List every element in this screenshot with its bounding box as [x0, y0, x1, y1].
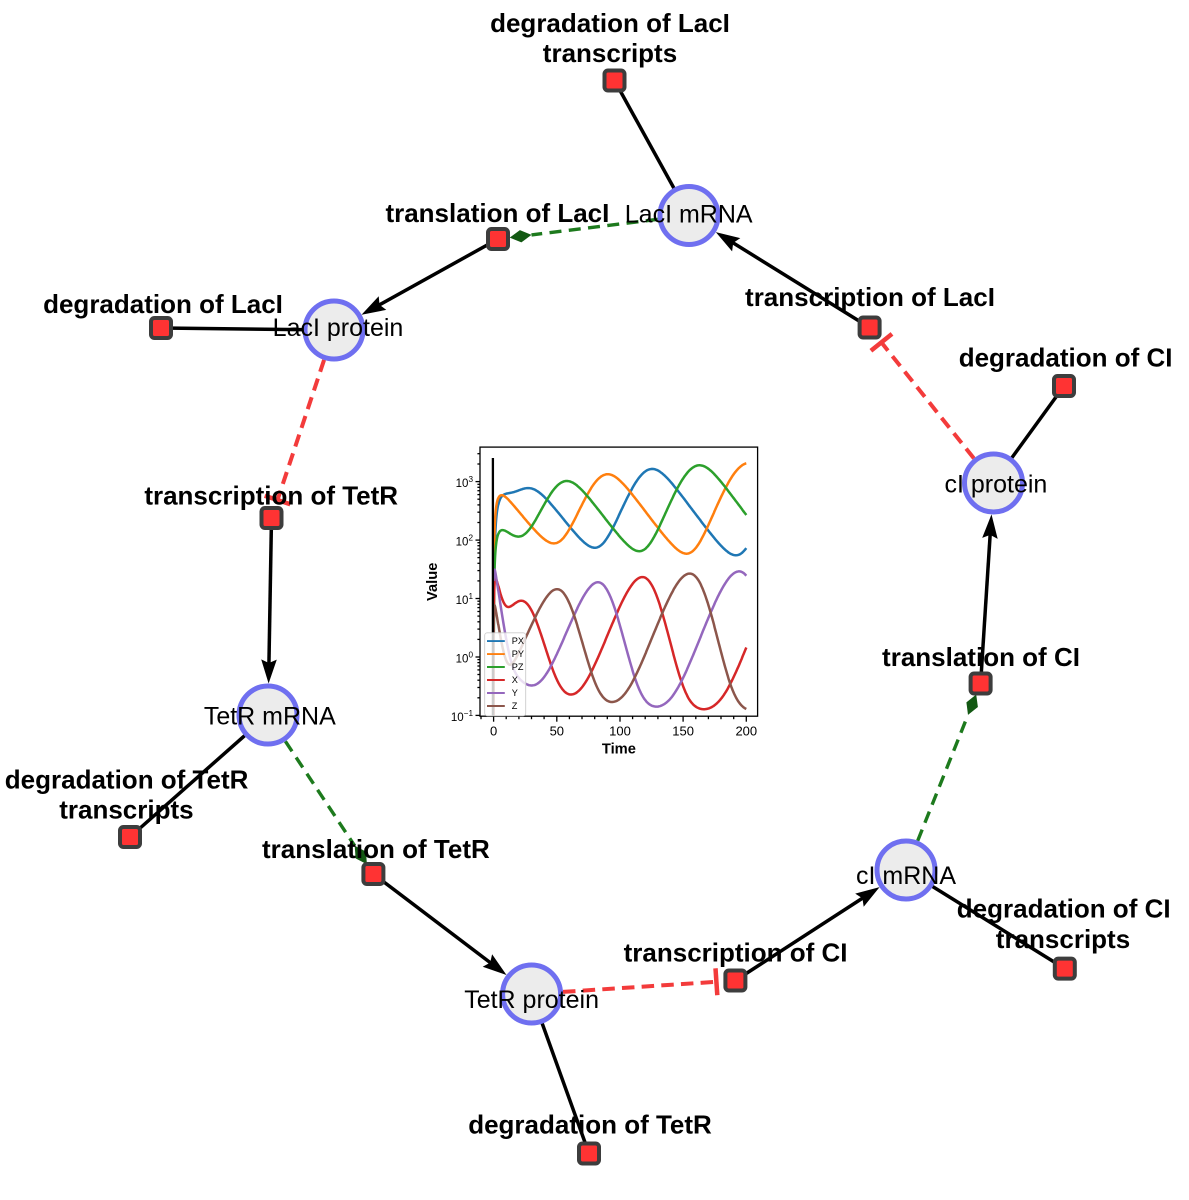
svg-text:translation of CI: translation of CI	[882, 642, 1080, 672]
svg-text:200: 200	[735, 723, 757, 738]
svg-text:transcription of LacI: transcription of LacI	[745, 282, 995, 312]
svg-text:X: X	[512, 675, 518, 685]
svg-text:PX: PX	[512, 636, 524, 646]
svg-text:TetR mRNA: TetR mRNA	[204, 703, 336, 731]
svg-text:transcripts: transcripts	[59, 795, 193, 825]
svg-text:degradation of CI: degradation of CI	[959, 343, 1173, 373]
svg-text:cI mRNA: cI mRNA	[856, 862, 956, 890]
svg-text:degradation of LacI: degradation of LacI	[490, 8, 730, 38]
svg-text:PY: PY	[512, 649, 524, 659]
svg-text:PZ: PZ	[512, 662, 524, 672]
svg-text:150: 150	[672, 723, 694, 738]
svg-text:degradation of LacI: degradation of LacI	[43, 289, 283, 319]
svg-text:Z: Z	[512, 701, 518, 711]
svg-text:100: 100	[609, 723, 631, 738]
svg-text:translation of TetR: translation of TetR	[262, 834, 490, 864]
svg-text:0: 0	[490, 723, 497, 738]
svg-text:degradation of TetR: degradation of TetR	[5, 765, 249, 795]
svg-text:LacI protein: LacI protein	[273, 314, 404, 342]
svg-text:TetR protein: TetR protein	[464, 986, 599, 1014]
svg-text:Time: Time	[602, 742, 636, 758]
svg-text:transcripts: transcripts	[996, 924, 1130, 954]
svg-text:transcription of CI: transcription of CI	[624, 938, 848, 968]
svg-text:Y: Y	[512, 688, 518, 698]
svg-text:degradation of CI: degradation of CI	[957, 894, 1171, 924]
svg-text:LacI mRNA: LacI mRNA	[625, 201, 753, 229]
svg-text:degradation of TetR: degradation of TetR	[468, 1110, 712, 1140]
svg-text:transcripts: transcripts	[543, 38, 677, 68]
svg-text:transcription of TetR: transcription of TetR	[144, 481, 398, 511]
svg-text:cI protein: cI protein	[944, 471, 1047, 499]
svg-text:translation of LacI: translation of LacI	[385, 198, 609, 228]
svg-text:Value: Value	[425, 563, 441, 601]
svg-text:50: 50	[550, 723, 564, 738]
